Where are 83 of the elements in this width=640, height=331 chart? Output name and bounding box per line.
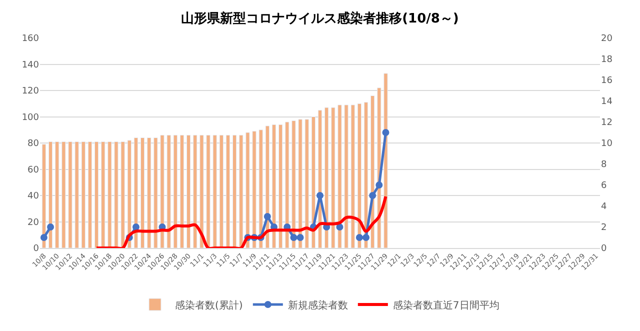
bar	[160, 134, 164, 248]
bar	[140, 138, 145, 248]
y-tick-label: 60	[28, 165, 40, 176]
bar	[68, 141, 72, 248]
y2-tick-label: 14	[601, 97, 613, 108]
bar	[304, 119, 309, 248]
bar	[272, 124, 276, 248]
bar	[94, 141, 99, 248]
bar	[298, 119, 302, 248]
point	[296, 234, 304, 241]
bar	[232, 134, 237, 248]
bar	[101, 141, 106, 248]
y-tick-label: 160	[22, 34, 40, 44]
point	[382, 129, 390, 136]
bar	[42, 144, 46, 248]
bar	[120, 141, 125, 248]
y2-tick-label: 18	[601, 55, 613, 66]
y2-tick-label: 10	[601, 139, 613, 150]
bar	[252, 130, 256, 248]
bar	[166, 134, 171, 248]
bar	[278, 124, 283, 248]
bar	[108, 141, 112, 248]
legend-label: 感染者数(累計)	[175, 299, 243, 312]
bar	[127, 140, 132, 248]
bar	[74, 141, 79, 248]
bar	[147, 138, 152, 248]
bar	[154, 138, 158, 248]
legend-label: 新規感染者数	[288, 299, 348, 312]
y2-tick-label: 6	[601, 181, 607, 192]
bar	[186, 134, 191, 248]
bar	[344, 104, 348, 248]
bar	[114, 141, 118, 248]
bar	[226, 134, 230, 248]
chart-title: 山形県新型コロナウイルス感染者推移(10/8～)	[181, 10, 459, 26]
point	[40, 234, 48, 241]
line-series	[95, 195, 388, 248]
point	[369, 192, 376, 199]
bar	[55, 141, 60, 248]
y-tick-label: 20	[28, 218, 40, 228]
point	[356, 234, 363, 241]
point	[47, 224, 54, 230]
point	[264, 213, 271, 220]
y2-tick-label: 20	[601, 34, 613, 44]
bar	[173, 134, 178, 248]
bar	[212, 134, 217, 248]
y-tick-label: 100	[22, 112, 40, 123]
bar	[81, 141, 86, 248]
bar	[338, 104, 342, 248]
bar	[239, 134, 244, 248]
bar	[88, 141, 92, 248]
y2-tick-label: 12	[601, 118, 612, 128]
y-tick-label: 40	[28, 192, 40, 202]
bar	[219, 134, 224, 248]
point	[316, 192, 324, 199]
bar	[285, 122, 290, 248]
y2-tick-label: 2	[601, 223, 607, 234]
bar	[357, 103, 362, 248]
y2-tick-label: 4	[601, 202, 607, 212]
bar	[180, 134, 184, 248]
bar	[206, 134, 210, 248]
bar	[292, 120, 296, 248]
point	[376, 182, 383, 188]
y2-tick-label: 16	[601, 76, 613, 86]
point	[336, 224, 344, 230]
bar	[258, 130, 263, 248]
bar	[193, 134, 198, 248]
y-tick-label: 0	[33, 244, 40, 254]
legend-label: 感染者数直近7日間平均	[392, 299, 500, 312]
bar	[48, 141, 53, 248]
bar	[324, 107, 329, 248]
bar	[200, 134, 204, 248]
bar	[246, 132, 250, 248]
y-tick-label: 80	[28, 139, 40, 150]
point	[290, 234, 298, 241]
y2-tick-label: 0	[601, 244, 607, 254]
bar	[350, 104, 355, 248]
y-tick-label: 140	[22, 60, 40, 70]
bar	[331, 107, 336, 248]
bar	[62, 141, 66, 248]
point	[362, 234, 370, 241]
y2-tick-label: 8	[601, 160, 607, 170]
point	[132, 224, 140, 230]
y-tick-label: 120	[22, 86, 40, 97]
